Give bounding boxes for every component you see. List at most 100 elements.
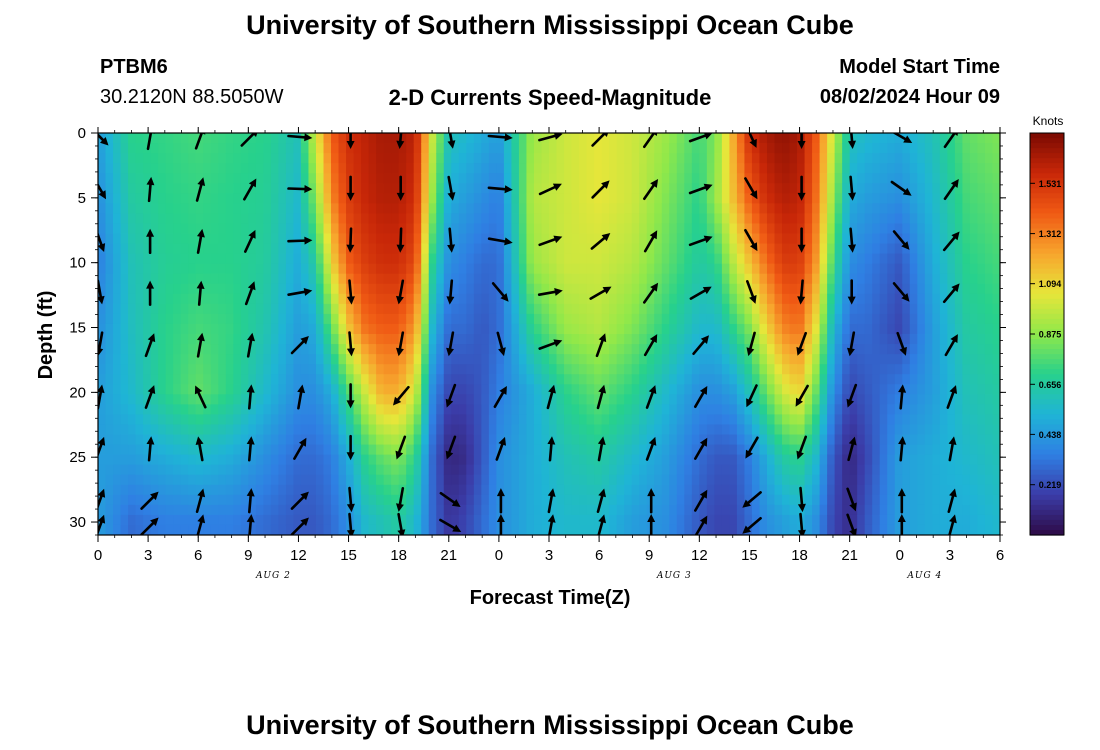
heatmap-cell [188,414,197,426]
heatmap-cell [984,374,994,385]
heatmap-cell [541,213,550,225]
vector-arrow [950,179,959,188]
heatmap-cell [947,293,956,305]
vector-arrow [848,140,856,149]
heatmap-cell [165,354,174,365]
heatmap-cell [203,414,212,426]
heatmap-cell [654,213,663,225]
heatmap-cell [255,143,264,154]
heatmap-cell [383,293,392,305]
heatmap-cell [579,293,588,305]
heatmap-cell [308,223,317,235]
heatmap-cell [977,193,986,204]
heatmap-cell [255,283,264,295]
heatmap-cell [729,293,738,305]
heatmap-cell [691,524,700,535]
vector-arrow [396,140,405,149]
heatmap-cell [503,193,513,204]
heatmap-cell [962,163,971,174]
heatmap-cell [398,183,407,194]
heatmap-cell [488,243,497,255]
heatmap-cell [924,424,933,436]
heatmap-cell [398,213,407,225]
heatmap-cell [969,414,979,426]
heatmap-cell [338,203,347,214]
heatmap-cell [398,384,407,395]
heatmap-cell [436,303,445,315]
heatmap-cell [947,354,956,365]
heatmap-cell [496,313,505,325]
heatmap-cell [849,133,858,144]
heatmap-cell [203,213,212,225]
heatmap-cell [984,354,994,365]
heatmap-cell [616,223,625,235]
heatmap-cell [812,283,821,295]
heatmap-cell [511,143,520,154]
heatmap-cell [954,173,964,184]
heatmap-cell [744,213,753,225]
heatmap-cell [368,414,377,426]
heatmap-cell [721,253,730,265]
heatmap-cell [293,193,302,204]
heatmap-cell [113,434,122,446]
heatmap-cell [729,283,738,295]
heatmap-cell [992,163,1000,174]
heatmap-cell [338,374,347,385]
heatmap-cell [842,524,851,535]
heatmap-cell [278,424,287,436]
heatmap-cell [744,163,753,174]
heatmap-cell [894,263,903,275]
heatmap-cell [549,243,558,255]
heatmap-cell [300,243,310,255]
heatmap-cell [195,364,204,375]
heatmap-cell [203,283,212,295]
heatmap-cell [736,364,746,375]
heatmap-cell [631,354,640,365]
heatmap-cell [939,464,948,476]
heatmap-cell [188,354,197,365]
heatmap-cell [684,283,693,295]
heatmap-cell [714,474,723,486]
heatmap-cell [661,424,670,436]
heatmap-cell [263,444,272,456]
heatmap-cell [872,163,881,174]
heatmap-cell [669,133,678,144]
heatmap-cell [421,414,430,426]
heatmap-cell [909,163,918,174]
heatmap-cell [579,354,588,365]
heatmap-cell [323,344,332,355]
heatmap-cell [887,183,896,194]
heatmap-cell [240,253,249,265]
heatmap-cell [481,344,490,355]
heatmap-cell [270,213,279,225]
heatmap-cell [676,384,685,395]
heatmap-cell [113,183,122,194]
heatmap-cell [661,303,670,315]
heatmap-cell [661,293,670,305]
heatmap-cell [263,133,272,144]
heatmap-cell [278,253,287,265]
heatmap-cell [413,273,422,285]
heatmap-cell [804,504,813,516]
heatmap-cell [518,354,528,365]
heatmap-cell [300,394,310,405]
heatmap-cell [526,474,535,486]
heatmap-cell [98,263,107,275]
heatmap-cell [872,253,881,265]
heatmap-cell [819,273,828,285]
heatmap-cell [909,263,918,275]
heatmap-cell [984,384,994,395]
heatmap-cell [533,414,543,426]
heatmap-cell [684,524,693,535]
heatmap-cell [669,374,678,385]
heatmap-cell [864,474,873,486]
heatmap-cell [812,223,821,235]
heatmap-cell [579,524,588,535]
heatmap-cell [894,474,903,486]
heatmap-cell [571,364,580,375]
heatmap-cell [541,364,550,375]
heatmap-cell [586,374,595,385]
heatmap-cell [248,404,257,415]
heatmap-cell [436,384,445,395]
heatmap-cell [729,213,738,225]
